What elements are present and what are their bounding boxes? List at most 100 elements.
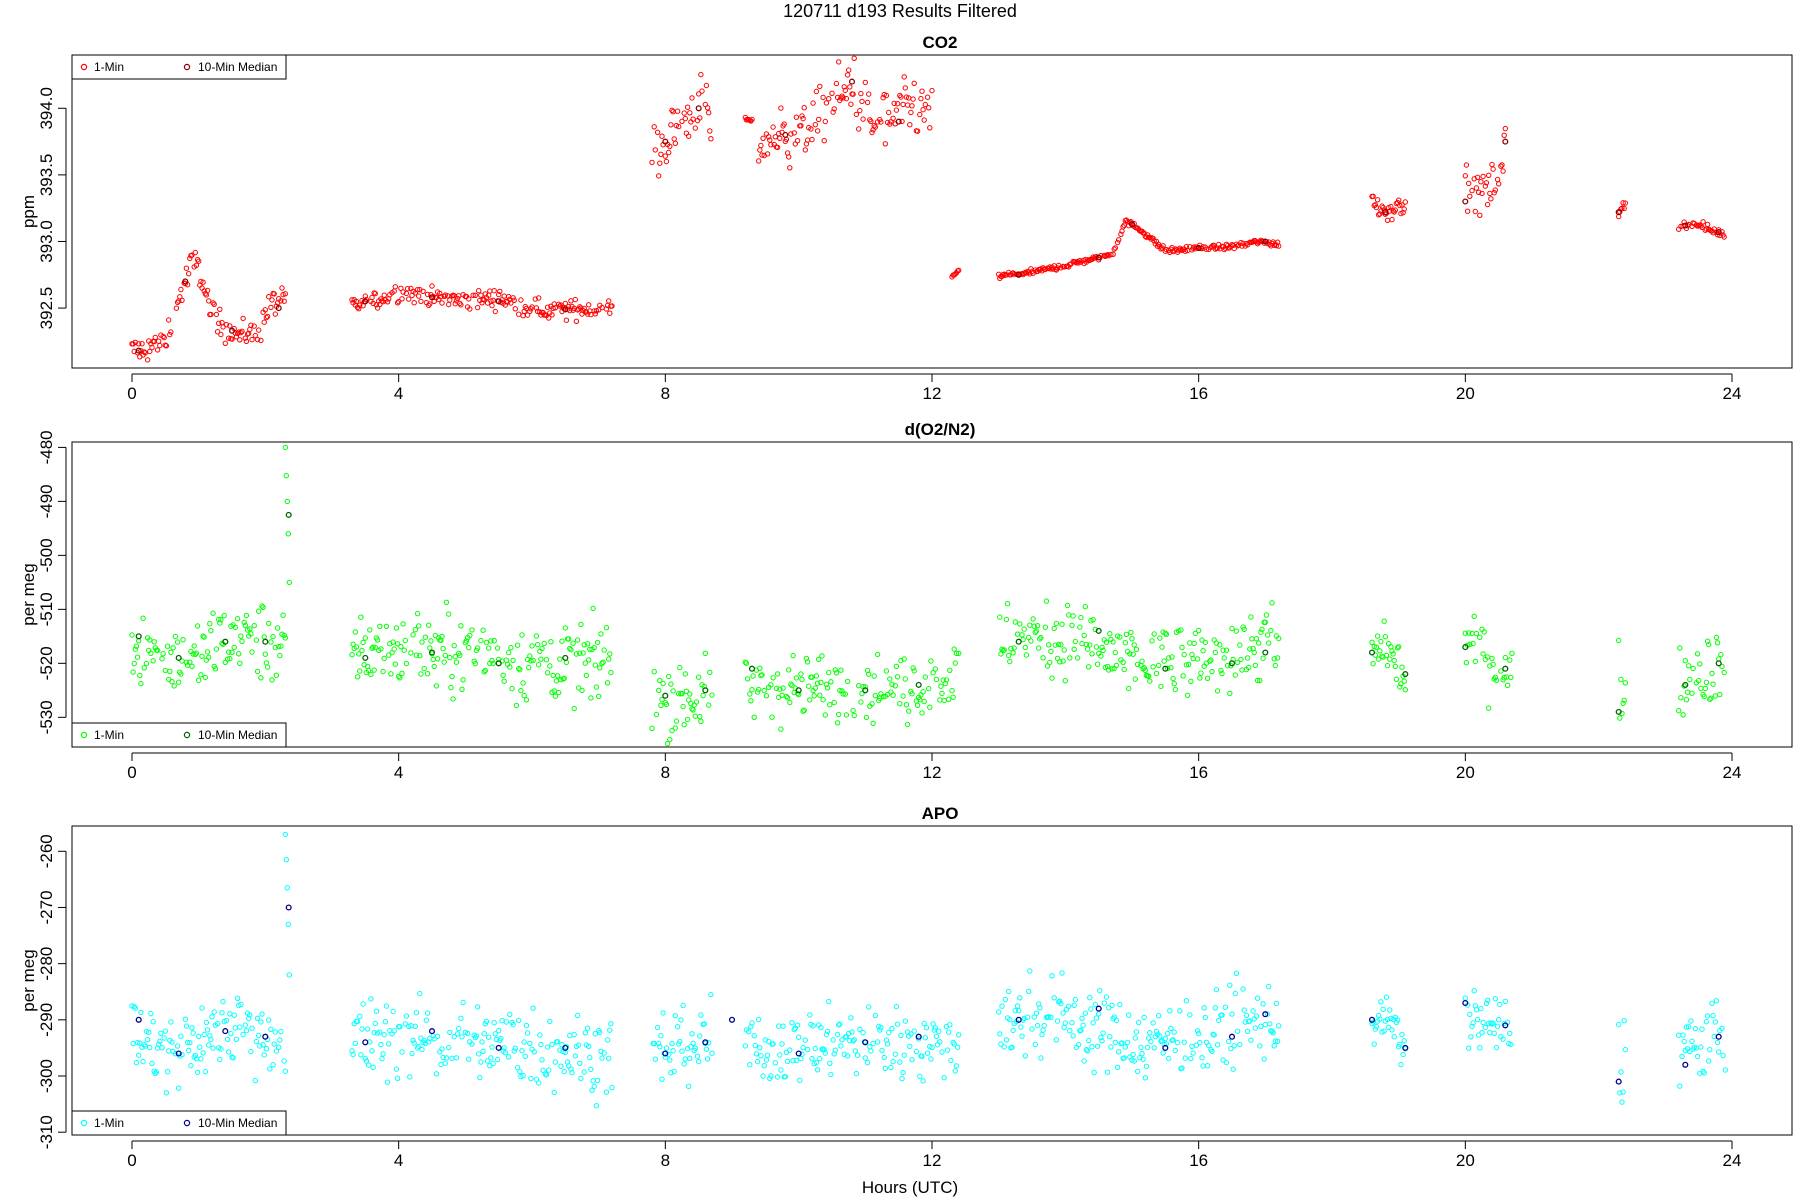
data-point-1min — [522, 1053, 528, 1060]
data-point-1min — [924, 94, 931, 100]
data-point-1min — [1480, 651, 1486, 657]
data-point-1min — [251, 323, 257, 329]
data-point-1min — [886, 1029, 892, 1036]
data-point-1min — [183, 265, 190, 271]
data-point-1min — [369, 294, 375, 301]
data-point-1min — [1027, 968, 1033, 974]
data-point-1min — [262, 307, 268, 313]
data-point-1min — [941, 697, 947, 704]
data-point-1min — [1183, 662, 1190, 668]
data-point-1min — [604, 680, 611, 686]
data-point-1min — [242, 1022, 249, 1028]
data-point-1min — [1118, 231, 1124, 238]
data-point-1min — [439, 633, 445, 640]
data-point-1min — [550, 672, 556, 679]
data-point-1min — [203, 1019, 210, 1026]
data-point-1min — [997, 1031, 1003, 1037]
data-point-1min — [929, 1044, 935, 1051]
data-point-1min — [586, 1043, 592, 1050]
data-point-1min — [810, 1023, 816, 1029]
data-point-1min — [512, 1045, 518, 1051]
data-point-1min — [268, 1026, 274, 1033]
data-point-1min — [243, 612, 250, 619]
data-point-1min — [1234, 1028, 1241, 1035]
data-point-1min — [1701, 1070, 1707, 1076]
data-point-1min — [456, 1025, 462, 1032]
data-point-1min — [1172, 686, 1179, 693]
data-point-1min — [1199, 1055, 1205, 1061]
data-point-1min — [796, 1034, 802, 1040]
data-point-1min — [1712, 1019, 1719, 1025]
data-point-1min — [599, 660, 605, 667]
data-point-1min — [1233, 970, 1240, 976]
data-point-1min — [667, 736, 673, 743]
data-point-1min — [663, 158, 670, 165]
data-point-1min — [843, 95, 850, 102]
figure-x-axis-label: Hours (UTC) — [862, 1178, 958, 1197]
data-point-1min — [1174, 1039, 1181, 1046]
data-point-1min — [240, 315, 246, 322]
data-point-1min — [1078, 1027, 1084, 1033]
data-point-1min — [539, 645, 545, 652]
data-point-1min — [1100, 647, 1106, 653]
data-point-1min — [1167, 1008, 1173, 1014]
data-point-1min — [807, 1012, 813, 1018]
data-point-1min — [419, 1046, 425, 1053]
data-point-1min — [893, 107, 900, 113]
data-point-1min — [216, 616, 222, 623]
data-point-1min — [241, 619, 247, 626]
data-point-1min — [841, 84, 847, 90]
data-point-1min — [427, 301, 433, 307]
data-point-1min — [147, 348, 153, 355]
data-point-1min — [819, 653, 825, 659]
data-point-1min — [1707, 1047, 1713, 1053]
data-point-1min — [137, 1040, 143, 1046]
data-point-1min — [683, 130, 690, 136]
data-point-1min — [531, 1049, 537, 1055]
data-point-1min — [1014, 1003, 1021, 1009]
data-point-1min — [136, 341, 142, 347]
data-point-1min — [207, 621, 213, 627]
data-point-1min — [377, 1029, 383, 1035]
data-point-1min — [743, 660, 750, 666]
data-point-1min — [1116, 1049, 1122, 1055]
data-point-1min — [1190, 655, 1196, 662]
data-point-1min — [774, 671, 781, 677]
data-point-1min — [1260, 655, 1266, 661]
data-point-1min — [857, 1026, 863, 1033]
data-point-1min — [778, 1067, 784, 1073]
data-point-1min — [649, 725, 655, 731]
data-point-1min — [673, 718, 680, 724]
data-point-1min — [271, 1041, 277, 1047]
data-point-1min — [1031, 623, 1037, 629]
data-point-1min — [1719, 1025, 1725, 1032]
data-point-1min — [460, 999, 466, 1006]
data-point-1min — [581, 642, 587, 648]
legend: 1-Min 10-Min Median — [71, 722, 287, 748]
data-point-1min — [882, 1065, 888, 1072]
data-point-1min — [836, 1022, 842, 1028]
data-point-1min — [467, 632, 473, 639]
x-tick-label: 24 — [1723, 1151, 1742, 1170]
data-point-1min — [1276, 243, 1282, 249]
data-point-1min — [812, 685, 818, 691]
data-point-1min — [403, 660, 410, 667]
data-point-10min-median — [262, 1033, 269, 1040]
data-point-1min — [1079, 640, 1085, 647]
data-point-10min-median — [1502, 665, 1509, 672]
data-point-1min — [920, 1078, 926, 1084]
data-point-1min — [172, 1051, 179, 1057]
data-point-1min — [1476, 189, 1482, 196]
data-point-1min — [178, 1033, 184, 1039]
data-point-1min — [1381, 618, 1387, 624]
data-point-1min — [489, 1044, 495, 1050]
data-point-1min — [859, 690, 865, 697]
data-point-1min — [770, 124, 776, 130]
data-point-10min-median — [702, 687, 709, 694]
data-point-1min — [681, 1061, 687, 1067]
data-point-1min — [571, 1031, 577, 1038]
data-point-1min — [868, 118, 874, 125]
data-point-1min — [778, 726, 784, 732]
data-point-1min — [902, 1018, 908, 1024]
data-point-1min — [836, 59, 842, 65]
